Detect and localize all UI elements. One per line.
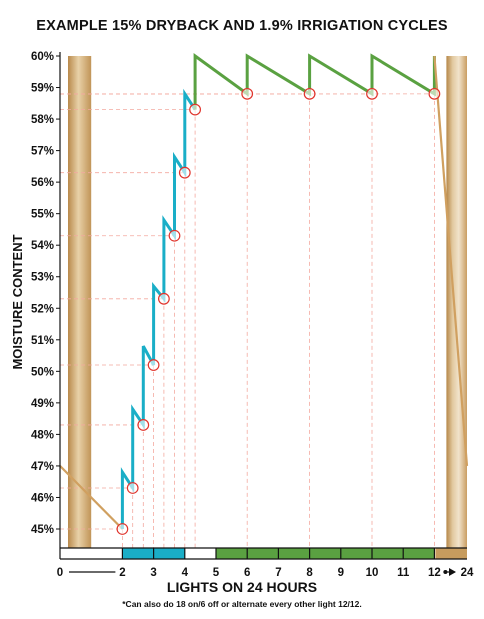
y-tick-label: 52%	[31, 303, 54, 315]
y-tick-label: 46%	[31, 492, 54, 504]
x-tick-label: 12	[428, 567, 441, 579]
dark-period	[446, 56, 467, 548]
dark-period	[68, 56, 91, 548]
phase-bar	[216, 548, 434, 559]
x-tick-label: 2	[119, 567, 125, 579]
x-tick-label: 8	[306, 567, 313, 579]
y-tick-label: 53%	[31, 272, 54, 284]
x-tick-label: 4	[182, 567, 189, 579]
y-tick-label: 59%	[31, 83, 54, 95]
marker	[242, 89, 253, 100]
y-tick-label: 49%	[31, 398, 54, 410]
axis-arrow-head	[449, 568, 456, 576]
marker	[138, 420, 149, 431]
y-tick-label: 54%	[31, 240, 54, 252]
x-tick-label: 0	[57, 567, 63, 579]
y-tick-label: 48%	[31, 429, 54, 441]
marker	[117, 524, 128, 535]
x-tick-label: 24	[461, 567, 474, 579]
y-tick-label: 47%	[31, 461, 54, 473]
x-tick-label: 6	[244, 567, 250, 579]
y-tick-label: 60%	[31, 51, 54, 63]
marker	[429, 89, 440, 100]
series-line	[195, 56, 434, 110]
marker	[367, 89, 378, 100]
marker	[169, 230, 180, 241]
y-tick-label: 56%	[31, 177, 54, 189]
marker	[180, 167, 191, 178]
y-tick-label: 51%	[31, 335, 54, 347]
footnote: *Can also do 18 on/6 off or alternate ev…	[0, 599, 484, 609]
y-tick-label: 50%	[31, 366, 54, 378]
x-tick-label: 7	[275, 567, 281, 579]
x-axis-label: LIGHTS ON 24 HOURS	[0, 579, 484, 595]
marker	[159, 294, 170, 305]
marker	[304, 89, 315, 100]
dark-bar	[435, 548, 467, 559]
series-line	[122, 94, 195, 529]
marker	[190, 104, 201, 115]
marker	[148, 360, 159, 371]
x-tick-label: 11	[397, 567, 410, 579]
x-tick-label: 5	[213, 567, 220, 579]
marker	[127, 483, 138, 494]
y-axis-label: MOISTURE CONTENT	[10, 234, 25, 369]
y-tick-label: 55%	[31, 209, 54, 221]
x-tick-label: 3	[150, 567, 156, 579]
axis-arrow-dot	[443, 570, 447, 574]
y-tick-label: 45%	[31, 524, 54, 536]
x-tick-label: 10	[366, 567, 379, 579]
x-tick-label: 9	[338, 567, 344, 579]
y-tick-label: 58%	[31, 114, 54, 126]
y-tick-label: 57%	[31, 146, 54, 158]
